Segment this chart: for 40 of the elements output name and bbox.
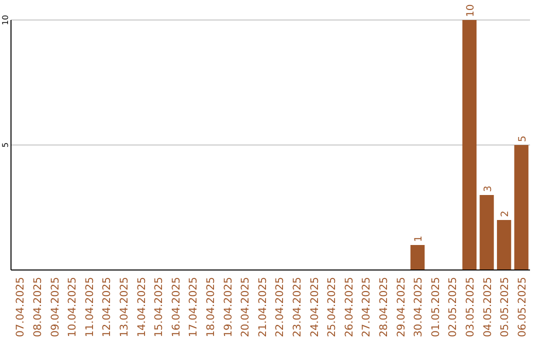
x-tick-label: 12.04.2025	[101, 277, 114, 338]
x-tick-label: 17.04.2025	[188, 277, 200, 338]
data-label: 5	[517, 136, 528, 142]
data-label: 3	[482, 186, 494, 192]
bar	[410, 245, 425, 270]
x-tick-label: 29.04.2025	[395, 277, 408, 338]
x-tick-label: 09.04.2025	[49, 277, 62, 338]
bar	[480, 195, 494, 270]
x-tick-label: 27.04.2025	[360, 277, 373, 338]
bar	[462, 20, 477, 270]
x-tick-label: 03.05.2025	[464, 277, 476, 338]
x-tick-label: 22.04.2025	[274, 277, 286, 338]
bar	[514, 145, 528, 270]
x-tick-label: 19.04.2025	[222, 277, 234, 338]
x-tick-label: 21.04.2025	[256, 277, 269, 338]
x-tick-label: 14.04.2025	[136, 277, 148, 338]
data-label: 1	[414, 236, 425, 242]
x-tick-label: 28.04.2025	[378, 277, 390, 338]
x-tick-label: 13.04.2025	[118, 277, 130, 338]
x-tick-label: 23.04.2025	[291, 277, 304, 338]
x-tick-label: 18.04.2025	[204, 277, 217, 338]
x-tick-label: 05.05.2025	[499, 277, 512, 338]
x-tick-label: 08.04.2025	[32, 277, 44, 338]
x-tick-label: 25.04.2025	[326, 277, 338, 338]
x-tick-label: 26.04.2025	[343, 277, 356, 338]
x-tick-label: 24.04.2025	[308, 277, 321, 338]
x-tick-label: 02.05.2025	[447, 277, 460, 338]
x-tick-label: 06.05.2025	[516, 277, 528, 338]
data-label: 2	[500, 210, 512, 217]
x-tick-label: 20.04.2025	[240, 277, 252, 338]
x-tick-label: 11.04.2025	[84, 277, 96, 338]
x-tick-label: 10.04.2025	[66, 277, 79, 338]
x-tick-label: 30.04.2025	[412, 277, 425, 338]
x-tick-label: 07.04.2025	[14, 277, 27, 338]
data-label: 10	[465, 4, 476, 17]
x-tick-label: 04.05.2025	[482, 277, 494, 338]
bar	[496, 220, 512, 270]
x-tick-label: 01.05.2025	[430, 277, 442, 338]
x-tick-label: 16.04.2025	[170, 277, 182, 338]
x-tick-label: 15.04.2025	[153, 277, 166, 338]
